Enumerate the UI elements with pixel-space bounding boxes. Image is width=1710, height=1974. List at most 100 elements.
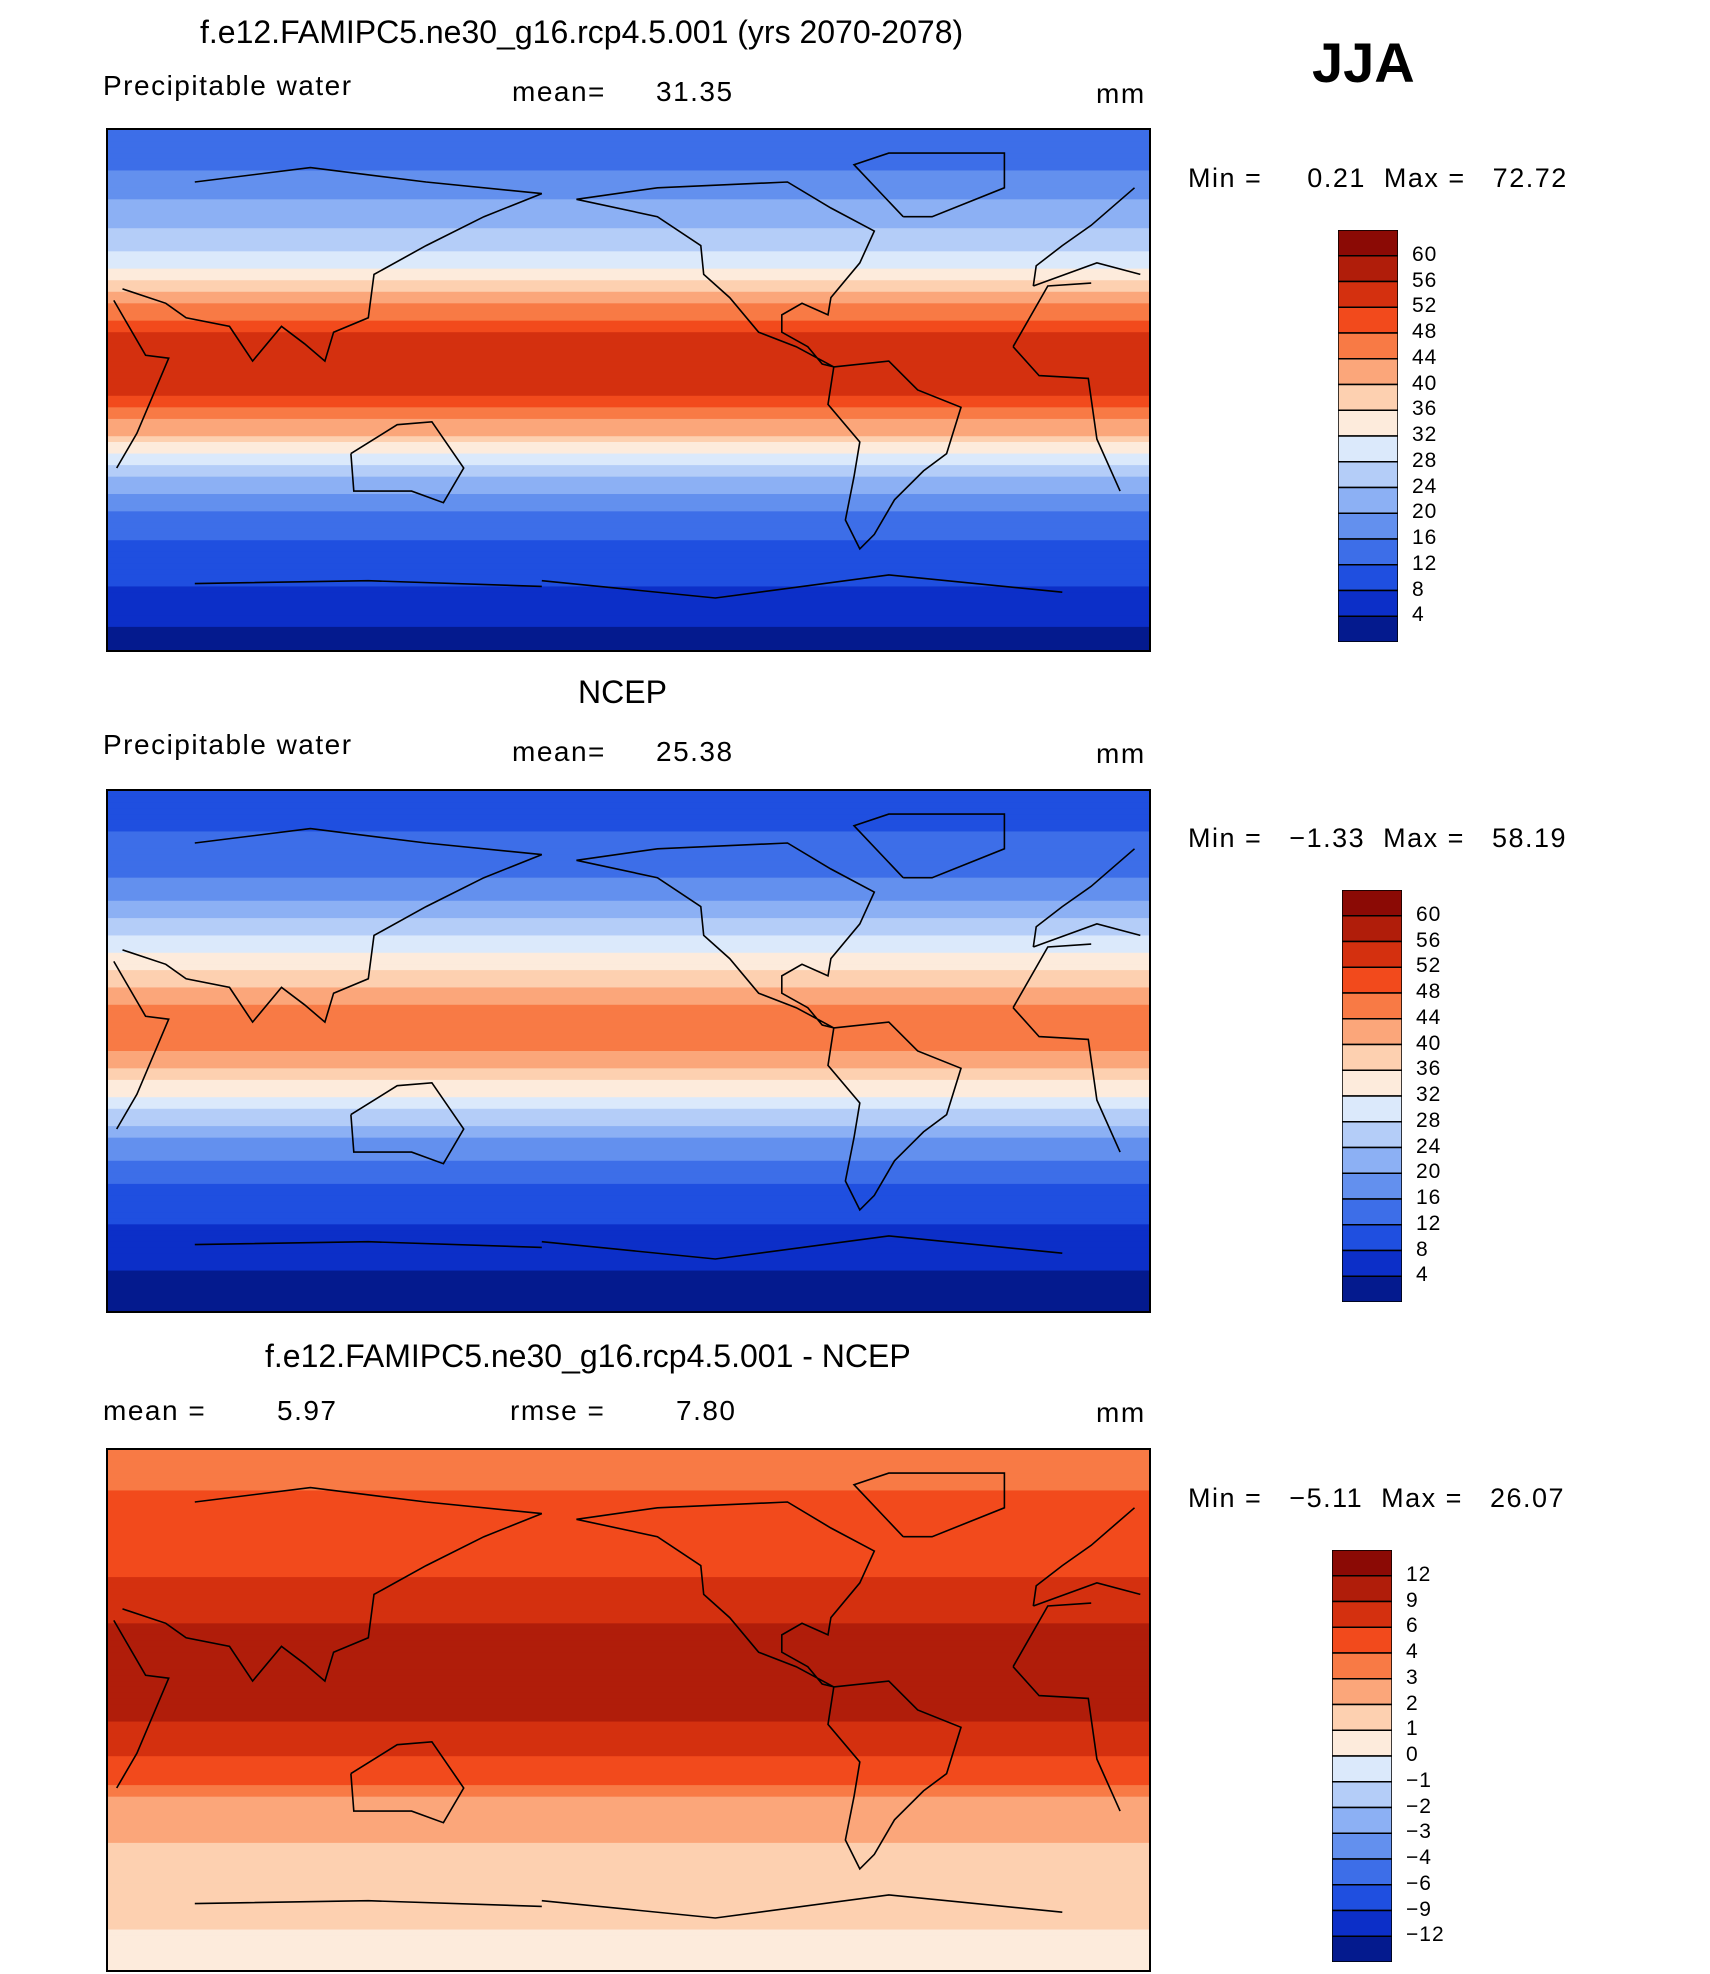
contour-band [108,987,1149,994]
contour-band [108,1964,1149,1970]
contour-band [108,1629,1149,1636]
contour-band [108,1120,1149,1127]
contour-band [108,1542,1149,1549]
colorbar-swatch [1341,1198,1403,1226]
coastline [350,1740,465,1824]
units-label-model: mm [1096,78,1146,109]
colorbar-obs: 60 56 52 48 44 40 36 32 28 24 20 16 12 8 4 [1341,889,1440,1303]
contour-band [108,268,1149,276]
contour-band [108,1837,1149,1844]
contour-band [108,1074,1149,1081]
contour-band [108,1172,1149,1179]
contour-band [108,1842,1149,1850]
colorbar-swatch [1331,1729,1393,1757]
contour-band [108,511,1149,518]
contour-band [108,999,1149,1006]
map-obs [106,789,1151,1313]
contour-band [108,476,1149,484]
colorbar-label: 2 [1406,1691,1419,1715]
contour-band [108,1143,1149,1150]
colorbar-swatch [1337,255,1399,283]
contour-band [108,262,1149,270]
contour-band [108,877,1149,885]
contour-band [108,1802,1149,1809]
contour-band [108,1045,1149,1052]
mean-label-model: mean= [512,76,606,107]
colorbar-swatch [1341,889,1403,917]
contour-band [108,947,1149,954]
contour-band [108,1022,1149,1029]
map-plot [108,130,1149,650]
contour-band [108,522,1149,530]
contour-band [108,1588,1149,1596]
contour-band [108,1912,1149,1919]
contour-band [108,1149,1149,1156]
contour-band [108,1241,1149,1249]
contour-band [108,147,1149,154]
contour-band [108,900,1149,908]
colorbar-swatch [1341,1095,1403,1123]
contour-band [108,430,1149,437]
contour-band [108,1235,1149,1243]
contour-band [108,1039,1149,1046]
contour-band [108,1455,1149,1463]
contour-band [108,1178,1149,1185]
colorbar-label: −9 [1406,1897,1432,1921]
contour-band [108,1467,1149,1474]
colorbar-label: 48 [1416,980,1442,1003]
contour-band [108,1201,1149,1208]
min-label: Min = [1188,1483,1263,1513]
contour-band [108,1548,1149,1555]
contour-band [108,1675,1149,1682]
contour-band [108,1166,1149,1173]
contour-band [108,1866,1149,1873]
colorbar-label: 52 [1416,954,1442,978]
colorbar-swatches [1341,889,1403,1303]
contour-band [108,401,1149,408]
coastline [576,1501,876,1688]
contour-band [108,470,1149,478]
contour-band [108,1623,1149,1630]
coastline [576,842,876,1029]
contour-band [108,1848,1149,1856]
contour-band [108,205,1149,212]
colorbar-swatch [1337,409,1399,437]
contour-band [108,831,1149,838]
colorbar-label: 32 [1416,1083,1442,1106]
colorbar-swatch [1341,940,1403,968]
colorbar-label: 28 [1412,448,1438,472]
contour-band [108,1293,1149,1301]
colorbar-label: 48 [1412,320,1438,343]
contour-band [108,952,1149,960]
contour-band [108,1889,1149,1896]
colorbar-swatch [1337,383,1399,411]
colorbar-label: 28 [1416,1108,1442,1132]
min-label: Min = [1188,163,1263,193]
contour-band [108,1779,1149,1786]
contour-band [108,222,1149,229]
contour-band [108,459,1149,466]
contour-band [108,309,1149,316]
contour-band [108,1681,1149,1688]
contour-band [108,251,1149,258]
contour-band [108,349,1149,356]
contour-band [108,1594,1149,1601]
contour-band [108,291,1149,299]
contour-band [108,1490,1149,1497]
contour-band [108,1183,1149,1191]
contour-band [108,286,1149,293]
contour-band [108,1051,1149,1058]
colorbar-swatch [1341,1275,1403,1303]
contour-band [108,465,1149,472]
colorbar-label: 12 [1412,551,1438,575]
contour-band [108,1530,1149,1538]
rmse-value-diff: 7.80 [676,1395,737,1426]
contour-band [108,964,1149,971]
contour-band [108,1282,1149,1289]
contour-band [108,378,1149,385]
coastline [122,827,1141,1024]
coastline [113,1602,1121,1812]
contour-band [108,494,1149,501]
contour-band [108,837,1149,844]
max-label: Max = [1383,163,1466,193]
